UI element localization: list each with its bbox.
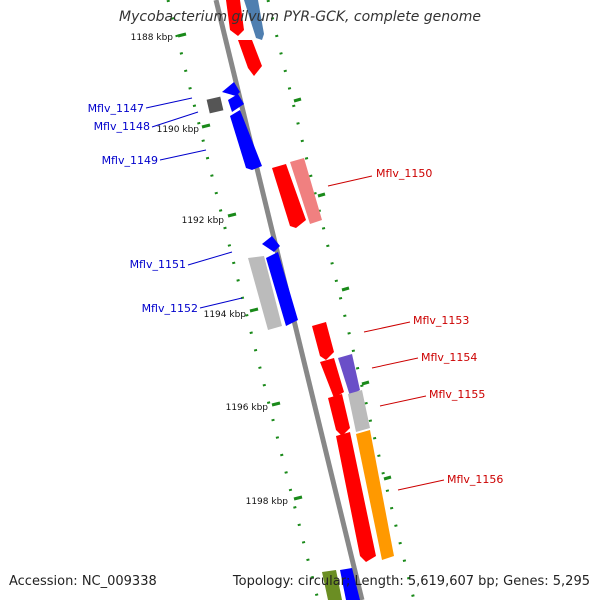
leader-line xyxy=(379,395,427,407)
gene-arrow-mflv1154[interactable] xyxy=(320,358,344,398)
gene-label[interactable]: Mflv_1147 xyxy=(88,102,144,115)
leader-line xyxy=(371,357,419,369)
scale-label: 1196 kbp xyxy=(226,403,269,413)
scale-tick xyxy=(383,475,392,481)
gene-arrow[interactable] xyxy=(290,158,322,224)
gene-label[interactable]: Mflv_1148 xyxy=(94,120,150,133)
scale-tick xyxy=(293,97,302,103)
scale-label: 1188 kbp xyxy=(131,33,174,43)
gene-label[interactable]: Mflv_1150 xyxy=(376,167,432,180)
gene-arrow[interactable] xyxy=(356,430,394,560)
gene-arrow[interactable] xyxy=(238,40,262,76)
scale-tick xyxy=(293,495,303,501)
scale-tick xyxy=(271,401,281,407)
scale-tick xyxy=(227,212,237,218)
gene-arrow[interactable] xyxy=(222,82,240,96)
gene-arrow-mflv1149[interactable] xyxy=(230,110,262,170)
gene-arrow[interactable] xyxy=(226,0,244,36)
gene-label[interactable]: Mflv_1153 xyxy=(413,314,469,327)
inner-scale-ring xyxy=(166,0,320,600)
gene-arrow-mflv1152[interactable] xyxy=(266,252,298,326)
gene-arrow-mflv1148[interactable] xyxy=(228,94,244,112)
gene-label[interactable]: Mflv_1156 xyxy=(447,473,503,486)
leader-line xyxy=(363,321,411,333)
gene-arrow-mflv1147[interactable] xyxy=(206,96,224,114)
genome-summary: Topology: circular; Length: 5,619,607 bp… xyxy=(232,574,590,589)
scale-tick xyxy=(201,123,211,129)
leader-line xyxy=(199,297,243,309)
gene-arrow-mflv1156[interactable] xyxy=(336,432,376,562)
gene-label[interactable]: Mflv_1149 xyxy=(102,154,158,167)
map-title: Mycobacterium gilvum PYR-GCK, complete g… xyxy=(119,9,481,25)
gene-arrow-mflv1151[interactable] xyxy=(262,236,280,252)
leader-line xyxy=(151,111,199,128)
scale-tick xyxy=(341,286,350,292)
scale-label: 1192 kbp xyxy=(182,216,225,226)
gene-arrow-mflv1150[interactable] xyxy=(272,164,306,228)
gene-label[interactable]: Mflv_1152 xyxy=(142,302,198,315)
scale-label: 1198 kbp xyxy=(246,497,289,507)
leader-line xyxy=(187,251,233,266)
gene-arrow[interactable] xyxy=(248,256,282,330)
gene-arrow[interactable] xyxy=(340,568,360,600)
gene-label[interactable]: Mflv_1154 xyxy=(421,351,477,364)
gene-arrow[interactable] xyxy=(338,354,360,396)
leader-line xyxy=(327,175,373,187)
gene-arrow[interactable] xyxy=(322,570,342,600)
leader-line xyxy=(159,149,207,161)
leader-line xyxy=(145,97,193,109)
scale-tick xyxy=(249,307,259,313)
gene-label[interactable]: Mflv_1151 xyxy=(130,258,186,271)
scale-tick xyxy=(317,192,326,198)
gene-arrow-mflv1155[interactable] xyxy=(328,394,350,436)
gene-arrow-mflv1153[interactable] xyxy=(312,322,334,360)
gene-arrow[interactable] xyxy=(244,0,264,40)
scale-label: 1194 kbp xyxy=(204,310,247,320)
leader-line xyxy=(397,479,445,491)
scale-label: 1190 kbp xyxy=(157,125,200,135)
accession-text: Accession: NC_009338 xyxy=(9,574,157,589)
gene-label[interactable]: Mflv_1155 xyxy=(429,388,485,401)
scale-tick xyxy=(177,32,187,38)
scale-tick xyxy=(361,380,370,386)
gene-arrow[interactable] xyxy=(348,390,370,432)
